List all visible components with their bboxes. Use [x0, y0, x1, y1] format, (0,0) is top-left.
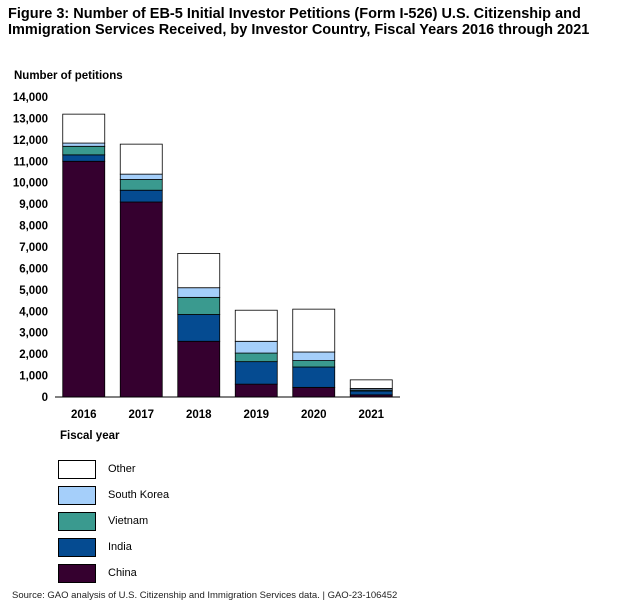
y-tick-label-12000: 12,000	[13, 135, 48, 147]
legend-swatch-vietnam	[58, 511, 96, 531]
legend-label-india: India	[108, 541, 132, 553]
legend-item-china: China	[58, 560, 169, 586]
bar-2020-south-korea	[292, 351, 336, 361]
y-tick-label-6000: 6,000	[19, 263, 48, 275]
bar-2017-south-korea	[119, 173, 163, 180]
bar-2016-south-korea	[62, 142, 106, 147]
y-tick-label-4000: 4,000	[19, 306, 48, 318]
legend-item-india: India	[58, 534, 169, 560]
y-axis-title: Number of petitions	[14, 70, 123, 82]
y-tick-label-1000: 1,000	[19, 371, 48, 383]
legend-swatch-south-korea	[58, 485, 96, 505]
legend-item-vietnam: Vietnam	[58, 508, 169, 534]
legend-swatch-india	[58, 537, 96, 557]
y-tick-label-11000: 11,000	[13, 156, 48, 168]
bar-2018-china	[177, 340, 221, 398]
bar-2019-other	[234, 309, 278, 342]
bar-2020-india	[292, 366, 336, 388]
bar-2021-india	[349, 390, 393, 396]
bar-2020-other	[292, 308, 336, 353]
stacked-bar-chart: 0 1,000 2,000 3,000 4,000 5,000 6,000 7,000 8,00…	[13, 92, 400, 421]
bar-2020-vietnam	[292, 360, 336, 368]
bar-2019-vietnam	[234, 352, 278, 363]
x-tick-label-2021: 2021	[358, 409, 384, 421]
bar-2018-vietnam	[177, 296, 221, 315]
bar-2017-china	[119, 201, 163, 398]
bar-2017-vietnam	[119, 179, 163, 191]
bar-2019-india	[234, 361, 278, 385]
x-tick-label-2016: 2016	[71, 409, 97, 421]
bar-2017-india	[119, 189, 163, 203]
legend-label-china: China	[108, 567, 137, 579]
legend-swatch-other	[58, 459, 96, 479]
y-tick-label-14000: 14,000	[13, 92, 48, 104]
bar-2018-india	[177, 314, 221, 342]
legend-label-other: Other	[108, 463, 136, 475]
y-tick-label-5000: 5,000	[19, 285, 48, 297]
source-note: Source: GAO analysis of U.S. Citizenship…	[12, 590, 398, 601]
legend-label-vietnam: Vietnam	[108, 515, 149, 527]
legend-item-other: Other	[58, 456, 169, 482]
bar-2016-vietnam	[62, 145, 106, 156]
bar-2016-china	[62, 160, 106, 398]
bar-2019-south-korea	[234, 340, 278, 354]
y-tick-label-13000: 13,000	[13, 113, 48, 125]
bar-2020-china	[292, 386, 336, 398]
y-tick-label-7000: 7,000	[19, 242, 48, 254]
legend: Other South Korea Vietnam India China	[58, 456, 169, 586]
bar-2016-other	[62, 113, 106, 144]
bar-2021-other	[349, 379, 393, 389]
x-tick-label-2018: 2018	[186, 409, 212, 421]
legend-swatch-china	[58, 563, 96, 583]
y-tick-label-8000: 8,000	[19, 221, 48, 233]
x-axis-title: Fiscal year	[60, 430, 120, 442]
x-tick-label-2020: 2020	[301, 409, 327, 421]
bar-2018-south-korea	[177, 287, 221, 298]
y-tick-label-3000: 3,000	[19, 328, 48, 340]
y-tick-label-0: 0	[42, 392, 48, 404]
bar-2016-india	[62, 154, 106, 162]
x-tick-label-2017: 2017	[128, 409, 154, 421]
legend-label-south-korea: South Korea	[108, 489, 170, 501]
y-tick-label-2000: 2,000	[19, 349, 48, 361]
bar-2019-china	[234, 383, 278, 398]
x-tick-label-2019: 2019	[243, 409, 269, 421]
legend-item-south-korea: South Korea	[58, 482, 169, 508]
y-tick-label-9000: 9,000	[19, 199, 48, 211]
bar-2018-other	[177, 253, 221, 289]
y-tick-label-10000: 10,000	[13, 178, 48, 190]
bar-2017-other	[119, 143, 163, 175]
chart-title: Figure 3: Number of EB-5 Initial Investo…	[8, 6, 590, 38]
